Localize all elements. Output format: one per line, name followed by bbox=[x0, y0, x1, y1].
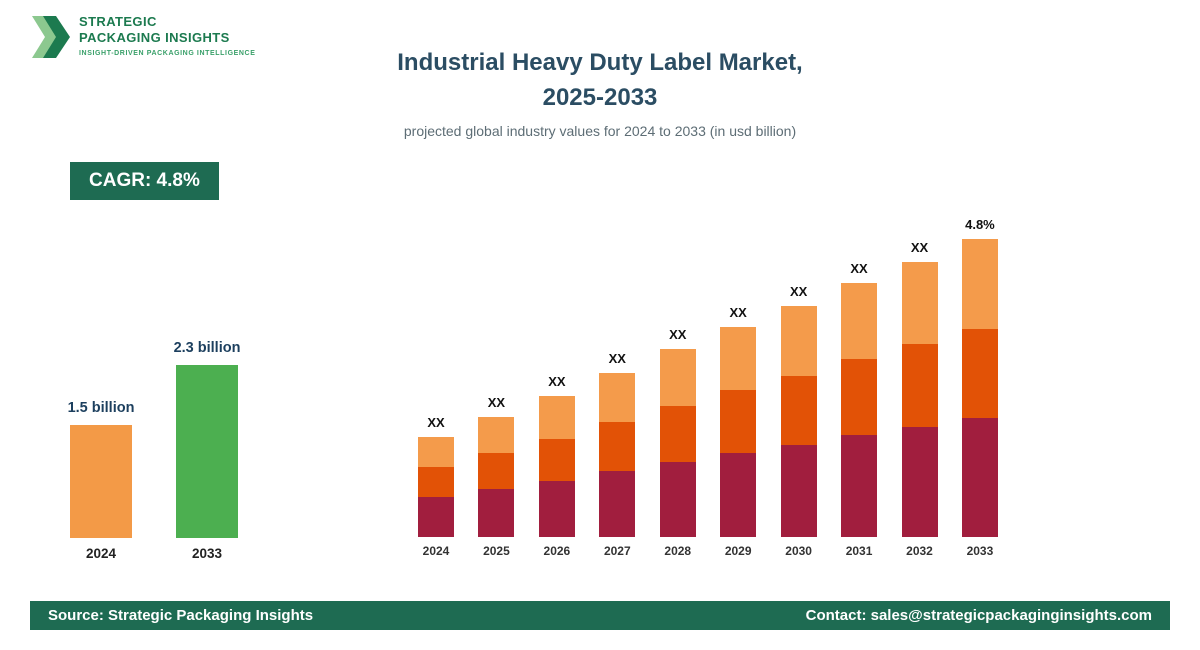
bar-year-label: 2024 bbox=[422, 544, 450, 558]
bar-year-label: 2028 bbox=[664, 544, 692, 558]
bar-value-label: XX bbox=[548, 374, 566, 389]
logo: STRATEGIC PACKAGING INSIGHTS INSIGHT-DRI… bbox=[30, 14, 255, 60]
stacked-bar-group-2026: XX 2026 bbox=[538, 374, 575, 558]
stacked-bar-group-2030: XX 2030 bbox=[780, 284, 817, 558]
bar-segment-top bbox=[720, 327, 757, 390]
bar-segment-top bbox=[478, 417, 515, 453]
mini-bar-year-label: 2024 bbox=[85, 546, 117, 561]
bar-year-label: 2032 bbox=[906, 544, 933, 558]
bar-segment-middle bbox=[538, 439, 575, 481]
bar-stack bbox=[659, 349, 696, 537]
bar-segment-middle bbox=[478, 453, 515, 489]
title-block: Industrial Heavy Duty Label Market, 2025… bbox=[0, 46, 1200, 139]
bar-segment-top bbox=[659, 349, 696, 406]
bar-stack bbox=[780, 306, 817, 537]
bar-stack bbox=[538, 396, 575, 537]
logo-text: STRATEGIC PACKAGING INSIGHTS INSIGHT-DRI… bbox=[79, 14, 255, 57]
stacked-bar-group-2033: 4.8% 2033 bbox=[961, 217, 998, 558]
bar-year-label: 2030 bbox=[785, 544, 812, 558]
footer-source: Source: Strategic Packaging Insights bbox=[48, 607, 314, 624]
bar-stack bbox=[418, 437, 454, 537]
bar-segment-bottom bbox=[659, 462, 696, 537]
logo-name-line2: PACKAGING INSIGHTS bbox=[79, 29, 230, 45]
bar-segment-bottom bbox=[599, 471, 636, 537]
bar-segment-middle bbox=[720, 390, 757, 453]
bar-stack bbox=[720, 327, 757, 537]
bar-segment-middle bbox=[961, 329, 998, 418]
bar-value-label: XX bbox=[487, 395, 506, 410]
mini-bar bbox=[70, 425, 132, 538]
mini-bar bbox=[176, 365, 238, 538]
bar-segment-middle bbox=[659, 406, 696, 462]
stacked-bar-group-2025: XX 2025 bbox=[478, 395, 515, 558]
bar-segment-bottom bbox=[538, 481, 575, 537]
bar-segment-middle bbox=[901, 344, 938, 427]
bar-segment-bottom bbox=[720, 453, 757, 537]
stacked-bar-group-2024: XX 2024 bbox=[418, 415, 454, 558]
bar-segment-bottom bbox=[780, 445, 817, 537]
bar-segment-top bbox=[841, 283, 878, 359]
bar-segment-middle bbox=[418, 467, 454, 497]
bar-segment-bottom bbox=[901, 427, 938, 537]
bar-segment-top bbox=[599, 373, 636, 422]
stacked-bar-group-2032: XX 2032 bbox=[901, 240, 938, 558]
bar-value-label: XX bbox=[850, 261, 868, 276]
bar-value-label: XX bbox=[789, 284, 808, 299]
mini-bar-value-label: 1.5 billion bbox=[67, 400, 135, 416]
bar-segment-middle bbox=[841, 359, 878, 435]
logo-chevron-icon bbox=[32, 16, 70, 58]
cagr-badge: CAGR: 4.8% bbox=[70, 162, 219, 200]
mini-bar-group-2033: 2.3 billion 2033 bbox=[173, 340, 241, 561]
bar-segment-top bbox=[418, 437, 454, 467]
bar-value-label: 4.8% bbox=[965, 217, 995, 232]
bar-segment-top bbox=[901, 262, 938, 344]
bar-segment-top bbox=[961, 239, 998, 329]
bar-segment-middle bbox=[599, 422, 636, 471]
stacked-bar-group-2027: XX 2027 bbox=[599, 351, 636, 558]
bar-value-label: XX bbox=[608, 351, 626, 366]
bar-stack bbox=[901, 262, 938, 537]
page-subtitle: projected global industry values for 202… bbox=[403, 122, 797, 139]
bar-year-label: 2026 bbox=[543, 544, 571, 558]
bar-segment-middle bbox=[780, 376, 817, 445]
stacked-bar-group-2031: XX 2031 bbox=[841, 261, 878, 558]
footer-contact: Contact: sales@strategicpackaginginsight… bbox=[805, 607, 1152, 624]
bar-year-label: 2025 bbox=[483, 544, 510, 558]
mini-bar-value-label: 2.3 billion bbox=[173, 340, 241, 356]
bar-stack bbox=[841, 283, 878, 537]
bar-year-label: 2033 bbox=[966, 544, 994, 558]
bar-segment-bottom bbox=[961, 418, 998, 537]
bar-value-label: XX bbox=[729, 305, 747, 320]
mini-bar-group-2024: 1.5 billion 2024 bbox=[67, 400, 135, 561]
page-title-line1: Industrial Heavy Duty Label Market, bbox=[397, 49, 803, 76]
bar-stack bbox=[961, 239, 998, 537]
footer-bar: Source: Strategic Packaging Insights Con… bbox=[30, 601, 1170, 630]
bar-segment-bottom bbox=[418, 497, 454, 537]
bar-stack bbox=[478, 417, 515, 537]
mini-bar-year-label: 2033 bbox=[191, 546, 223, 561]
logo-name-line1: STRATEGIC bbox=[79, 14, 157, 29]
stacked-bar-chart: XX 2024 XX 2025 XX 2026 XX 2027 XX 2028 XX 2029 XX 20… bbox=[418, 193, 998, 558]
stacked-bar-group-2028: XX 2028 bbox=[659, 327, 696, 558]
logo-tagline: INSIGHT-DRIVEN PACKAGING INTELLIGENCE bbox=[79, 50, 256, 58]
bar-segment-bottom bbox=[478, 489, 515, 537]
bar-value-label: XX bbox=[910, 240, 929, 255]
bar-year-label: 2031 bbox=[845, 544, 873, 558]
mini-comparison-chart: 1.5 billion 2024 2.3 billion 2033 bbox=[67, 326, 241, 561]
bar-value-label: XX bbox=[427, 415, 445, 430]
bar-year-label: 2027 bbox=[603, 544, 631, 558]
bar-value-label: XX bbox=[669, 327, 687, 342]
page-title-line2: 2025-2033 bbox=[542, 83, 658, 111]
bar-segment-top bbox=[538, 396, 575, 439]
bar-segment-bottom bbox=[841, 435, 878, 537]
bar-year-label: 2029 bbox=[724, 544, 752, 558]
stacked-bar-group-2029: XX 2029 bbox=[720, 305, 757, 558]
bar-stack bbox=[599, 373, 636, 537]
bar-segment-top bbox=[780, 306, 817, 376]
